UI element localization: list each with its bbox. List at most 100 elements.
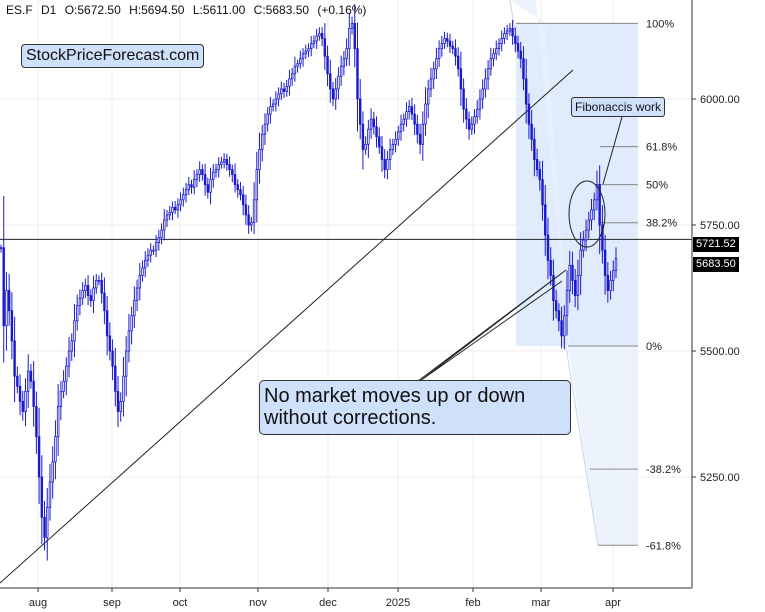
candle-body-141	[383, 159, 386, 170]
candle-body-186	[505, 30, 509, 34]
candle-body-62	[168, 211, 171, 216]
candle-body-156	[424, 103, 427, 125]
candle-body-177	[481, 88, 484, 100]
candle-body-140	[380, 146, 384, 160]
x-tick-label-8: apr	[605, 597, 621, 609]
candle-body-71	[192, 179, 196, 188]
candle-body-149	[405, 111, 408, 120]
candle-body-150	[407, 106, 411, 112]
candle-body-211	[573, 280, 577, 296]
candle-body-217	[590, 209, 593, 221]
candle-body-46	[124, 350, 128, 377]
candle-body-154	[418, 133, 422, 145]
candle-body-166	[451, 45, 454, 49]
candle-body-28	[75, 305, 79, 322]
candle-body-142	[386, 159, 389, 170]
candle-body-195	[530, 123, 533, 140]
candle-body-19	[51, 461, 54, 483]
candle-body-2	[5, 290, 8, 327]
candle-body-43	[116, 390, 120, 412]
candle-body-118	[320, 33, 324, 39]
candle-body-192	[522, 58, 525, 80]
candle-body-164	[446, 38, 449, 42]
x-tick-label-2: oct	[173, 597, 188, 609]
candle-body-175	[476, 108, 479, 118]
x-tick-label-3: nov	[249, 597, 267, 609]
candle-body-185	[503, 33, 506, 39]
candle-body-54	[146, 254, 150, 261]
candle-body-153	[416, 123, 419, 135]
fibonacci-levels: 100% 61.8% 50% 38.2% 0% -38.2% -61.8%	[516, 18, 681, 552]
candle-body-109	[296, 63, 299, 67]
candle-body-16	[43, 516, 46, 538]
candle-body-138	[375, 126, 378, 138]
chart-header: ES.F D1 O:5672.50 H:5694.50 L:5611.00 C:…	[6, 3, 371, 17]
candle-body-9	[24, 390, 27, 412]
candle-body-72	[195, 174, 199, 181]
candle-body-116	[315, 35, 318, 42]
candle-body-131	[356, 48, 359, 100]
candle-body-172	[467, 118, 471, 130]
candle-body-40	[108, 335, 112, 352]
candle-body-48	[130, 315, 133, 332]
candle-body-113	[307, 48, 310, 52]
candle-body-55	[149, 249, 152, 256]
fib-fan-area	[510, 0, 638, 546]
candle-body-105	[285, 86, 288, 92]
x-axis-ticks: aug sep oct nov dec 2025 feb mar apr	[29, 588, 621, 609]
candle-body-3	[7, 290, 11, 312]
candle-body-65	[176, 204, 180, 211]
x-tick-label-5: 2025	[386, 597, 410, 609]
candle-body-207	[563, 315, 566, 337]
candle-body-144	[391, 143, 395, 150]
brand-badge: StockPriceForecast.com	[21, 44, 205, 68]
candle-body-206	[560, 320, 563, 337]
fib-label-1: 61.8%	[646, 142, 677, 154]
candle-body-111	[301, 53, 305, 60]
candle-body-165	[448, 40, 452, 47]
candle-body-61	[165, 214, 169, 221]
candle-body-132	[358, 98, 362, 125]
fib-label-2: 50%	[646, 180, 668, 192]
candle-body-127	[345, 48, 348, 60]
candle-body-47	[127, 330, 131, 352]
candle-body-208	[565, 290, 569, 317]
main-note-line-2: without corrections.	[264, 407, 437, 429]
candle-body-157	[427, 88, 430, 105]
candle-body-128	[348, 28, 351, 50]
candle-body-75	[203, 174, 207, 186]
candle-body-53	[144, 259, 147, 269]
candle-body-115	[312, 40, 316, 44]
main-note-pointer	[417, 269, 567, 382]
candle-body-178	[484, 78, 487, 90]
candle-body-182	[495, 48, 498, 55]
candle-body-119	[323, 38, 327, 57]
axes	[0, 0, 693, 589]
candle-body-216	[587, 219, 591, 231]
candle-body-11	[29, 370, 33, 382]
candle-body-152	[413, 113, 416, 125]
candle-body-209	[568, 264, 571, 291]
candle-body-24	[65, 365, 68, 382]
candle-body-73	[198, 169, 201, 175]
candle-body-8	[21, 400, 24, 412]
candle-body-155	[421, 123, 425, 145]
candle-body-202	[549, 259, 552, 276]
candle-body-95	[258, 148, 261, 170]
candle-body-39	[105, 310, 109, 337]
callout-lines	[417, 116, 623, 382]
symbol-label: ES.F	[6, 3, 33, 17]
candle-body-29	[78, 297, 82, 307]
x-tick-label-0: aug	[29, 597, 47, 609]
fib-label-0: 100%	[646, 18, 674, 30]
candle-body-14	[37, 436, 41, 478]
candle-body-10	[26, 370, 30, 392]
candle-body-80	[217, 164, 220, 170]
main-note: No market moves up or down without corre…	[259, 380, 571, 435]
candle-body-26	[70, 340, 73, 352]
candle-body-56	[152, 249, 155, 252]
candle-body-222	[603, 249, 607, 276]
candle-body-49	[133, 300, 136, 317]
x-tick-label-7: mar	[532, 597, 551, 609]
candle-body-137	[372, 118, 376, 128]
